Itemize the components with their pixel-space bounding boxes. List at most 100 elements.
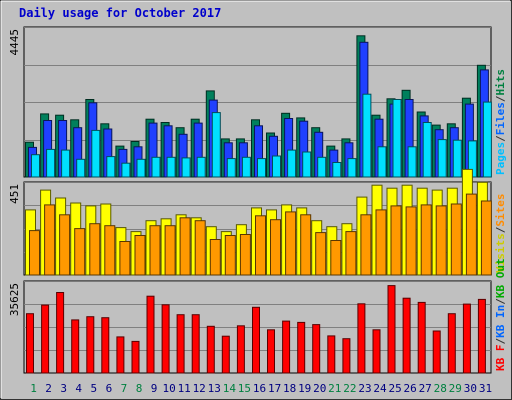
- x-tick-label: 30: [464, 382, 477, 395]
- bar-visits-sites-12: [194, 220, 206, 276]
- bar-requests-pages-1: [31, 154, 40, 178]
- x-tick-label: 27: [419, 382, 432, 395]
- bar-visits-sites-16: [255, 215, 266, 276]
- bar-kbytes-kb-f-18: [282, 320, 291, 374]
- x-tick-label: 9: [151, 382, 158, 395]
- bar-kbytes-kb-f-11: [176, 314, 185, 374]
- bar-visits-sites-13: [209, 239, 221, 276]
- bar-kbytes-kb-f-2: [41, 304, 50, 374]
- bar-visits-sites-3: [59, 214, 71, 276]
- bar-visits-sites-18: [285, 211, 297, 276]
- x-tick-label: 24: [373, 382, 387, 395]
- legend-entry: KB In: [494, 305, 507, 338]
- bar-visits-sites-10: [164, 225, 176, 276]
- panels-layer: 4445Pages/Files/Hits451Visits/Sites35625…: [8, 26, 507, 374]
- bar-kbytes-kb-f-13: [206, 325, 215, 374]
- bar-kbytes-kb-f-25: [387, 285, 396, 374]
- x-tick-label: 25: [388, 382, 401, 395]
- bar-kbytes-kb-f-29: [447, 313, 456, 374]
- panel-kbytes-ymax-label: 35625: [8, 283, 21, 316]
- x-tick-label: 26: [403, 382, 416, 395]
- panel-kbytes-legend: KB F/KB In/KB Out: [494, 258, 507, 371]
- bar-visits-sites-5: [89, 223, 101, 276]
- x-tick-label: 2: [45, 382, 52, 395]
- bar-requests-pages-13: [211, 112, 221, 178]
- x-tick-label: 18: [283, 382, 296, 395]
- chart-title: Daily usage for October 2017: [19, 6, 221, 20]
- x-tick-label: 3: [60, 382, 67, 395]
- bar-kbytes-kb-f-21: [327, 335, 336, 374]
- bar-visits-sites-20: [315, 232, 327, 276]
- bar-kbytes-kb-f-4: [71, 319, 80, 374]
- legend-entry: /: [494, 226, 507, 233]
- bar-requests-pages-22: [347, 158, 357, 178]
- x-tick-label: 21: [328, 382, 341, 395]
- bar-kbytes-kb-f-6: [101, 317, 110, 374]
- x-tick-label: 12: [193, 382, 206, 395]
- bar-requests-pages-18: [287, 149, 297, 178]
- bar-kbytes-kb-f-14: [221, 335, 230, 374]
- series-sites: [29, 193, 492, 276]
- panel-requests-ymax-label: 4445: [8, 29, 21, 56]
- x-tick-label: 14: [223, 382, 237, 395]
- bar-visits-sites-29: [450, 203, 462, 276]
- bar-requests-pages-28: [437, 139, 447, 178]
- legend-entry: Sites: [494, 194, 507, 227]
- bar-requests-pages-7: [121, 162, 131, 178]
- bar-kbytes-kb-f-31: [477, 298, 486, 374]
- x-tick-label: 23: [358, 382, 371, 395]
- bar-visits-sites-11: [179, 217, 191, 276]
- bar-visits-sites-2: [44, 204, 56, 276]
- bar-visits-sites-28: [435, 205, 447, 276]
- bar-kbytes-kb-f-3: [56, 292, 65, 374]
- panel-visits-ymax-label: 451: [8, 184, 21, 204]
- bar-requests-pages-4: [76, 158, 86, 178]
- bar-requests-pages-31: [482, 101, 492, 178]
- bar-requests-pages-8: [136, 158, 146, 178]
- bar-kbytes-kb-f-10: [161, 304, 170, 374]
- bar-requests-pages-25: [392, 99, 402, 178]
- x-tick-label: 15: [238, 382, 251, 395]
- bar-requests-pages-23: [362, 93, 372, 178]
- bar-requests-pages-5: [91, 129, 101, 178]
- bar-kbytes-kb-f-17: [267, 329, 275, 374]
- x-tick-label: 8: [136, 382, 143, 395]
- bar-requests-pages-12: [196, 156, 206, 178]
- bar-kbytes-kb-f-24: [372, 329, 381, 374]
- legend-entry: /: [494, 95, 507, 102]
- bar-visits-sites-27: [420, 204, 432, 276]
- x-tick-label: 6: [106, 382, 113, 395]
- x-tick-label: 5: [90, 382, 97, 395]
- bar-kbytes-kb-f-16: [252, 306, 260, 374]
- bar-requests-pages-10: [166, 156, 176, 178]
- x-tick-label: 4: [75, 382, 82, 395]
- bar-kbytes-kb-f-27: [417, 301, 426, 374]
- legend-entry: /: [494, 298, 507, 305]
- bar-requests-pages-20: [317, 156, 327, 178]
- bar-visits-sites-7: [119, 241, 131, 276]
- bar-kbytes-kb-f-12: [191, 314, 200, 374]
- bar-requests-pages-6: [106, 156, 116, 178]
- bar-visits-sites-17: [270, 219, 281, 276]
- x-tick-label: 13: [208, 382, 221, 395]
- bar-requests-pages-11: [181, 157, 191, 178]
- bar-kbytes-kb-f-30: [462, 303, 471, 374]
- panel-visits: 451 Visits/Sites: [8, 168, 507, 276]
- bar-kbytes-kb-f-8: [131, 340, 140, 374]
- x-tick-label: 11: [178, 382, 191, 395]
- bar-visits-sites-31: [480, 200, 492, 276]
- x-tick-label: 19: [298, 382, 311, 395]
- series-kb-f: [26, 285, 486, 374]
- bar-visits-sites-4: [74, 228, 86, 276]
- bar-visits-sites-14: [224, 235, 236, 276]
- bar-kbytes-kb-f-23: [357, 303, 366, 374]
- bar-visits-sites-25: [390, 205, 402, 276]
- series-pages: [31, 93, 492, 178]
- bar-requests-pages-29: [452, 139, 462, 178]
- legend-entry: Hits: [494, 69, 507, 96]
- x-tick-label: 1: [30, 382, 37, 395]
- bar-kbytes-kb-f-28: [432, 330, 441, 374]
- x-tick-label: 31: [479, 382, 492, 395]
- bar-kbytes-kb-f-7: [116, 336, 125, 374]
- legend-entry: KB Out: [494, 258, 507, 298]
